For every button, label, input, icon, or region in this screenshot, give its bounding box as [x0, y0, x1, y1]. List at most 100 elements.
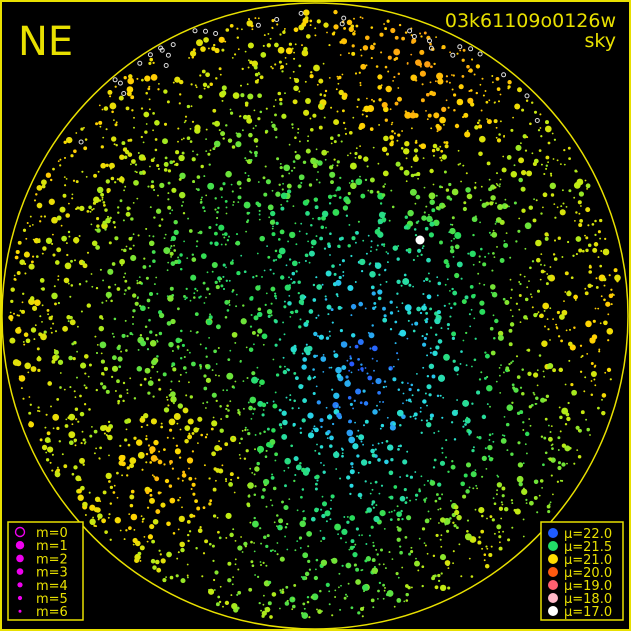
star — [429, 351, 432, 354]
star — [315, 276, 318, 279]
star — [191, 157, 196, 162]
star — [269, 439, 276, 445]
star — [227, 561, 232, 566]
star — [124, 185, 127, 188]
star — [39, 278, 45, 283]
star — [547, 328, 550, 331]
star — [156, 292, 159, 295]
star — [132, 537, 138, 544]
star — [389, 495, 394, 500]
star — [370, 482, 372, 485]
star — [170, 318, 176, 325]
star — [239, 187, 242, 190]
star — [264, 455, 268, 458]
star — [401, 302, 404, 305]
star — [93, 429, 98, 434]
star — [107, 90, 113, 95]
star — [465, 331, 468, 334]
star — [573, 219, 576, 222]
star — [392, 245, 399, 251]
star — [272, 403, 278, 409]
star — [35, 193, 38, 196]
star — [167, 198, 170, 201]
star — [222, 263, 226, 267]
star — [493, 502, 497, 506]
star — [327, 313, 330, 316]
star — [308, 309, 314, 314]
star — [399, 444, 402, 448]
star — [354, 231, 357, 234]
star — [313, 575, 319, 581]
star — [333, 119, 340, 126]
star — [610, 288, 613, 291]
star — [138, 304, 142, 308]
star — [469, 285, 474, 289]
star — [552, 368, 557, 373]
star — [192, 150, 194, 153]
star — [23, 343, 26, 346]
star — [167, 261, 170, 264]
star — [420, 419, 423, 422]
star — [467, 252, 470, 255]
star — [218, 374, 220, 377]
star — [449, 51, 451, 54]
star — [114, 283, 117, 286]
star — [247, 59, 250, 62]
star — [529, 266, 532, 270]
star — [350, 606, 354, 610]
star — [306, 600, 310, 604]
star — [9, 337, 16, 344]
star — [541, 487, 543, 489]
star — [260, 495, 265, 499]
star — [250, 418, 253, 420]
star — [349, 355, 352, 358]
star — [51, 469, 54, 472]
star — [208, 292, 211, 295]
star — [263, 34, 266, 37]
star — [281, 410, 287, 416]
star — [244, 172, 247, 174]
star — [302, 469, 309, 476]
star — [217, 530, 220, 534]
star — [177, 127, 180, 130]
star — [403, 488, 407, 492]
star — [399, 166, 404, 171]
star — [404, 111, 412, 119]
star — [358, 534, 361, 537]
star — [350, 29, 353, 32]
star — [601, 393, 607, 398]
star — [494, 186, 497, 189]
star — [428, 232, 434, 238]
star — [183, 240, 186, 243]
star — [397, 448, 400, 451]
star — [100, 425, 106, 432]
star — [196, 39, 203, 47]
star — [56, 426, 60, 431]
star — [39, 315, 42, 318]
star — [181, 479, 184, 482]
star — [407, 310, 412, 315]
star — [350, 333, 356, 338]
star — [567, 240, 570, 244]
star — [440, 517, 446, 523]
star — [447, 586, 451, 590]
star — [478, 378, 482, 381]
star — [99, 315, 103, 319]
star — [396, 511, 402, 518]
star — [214, 241, 219, 247]
star — [594, 307, 597, 310]
star — [563, 148, 566, 152]
star — [345, 562, 352, 569]
star — [540, 479, 544, 483]
star — [437, 482, 442, 487]
star — [258, 209, 261, 212]
star — [278, 423, 283, 427]
star — [229, 108, 232, 111]
star — [180, 578, 186, 584]
star — [503, 242, 509, 248]
star — [352, 545, 356, 549]
star — [543, 309, 546, 312]
star — [170, 261, 176, 266]
star — [169, 160, 174, 165]
